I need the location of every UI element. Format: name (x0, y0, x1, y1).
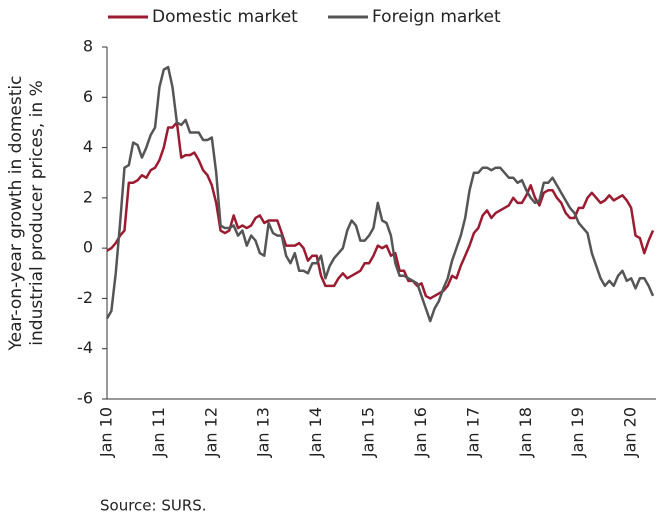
x-tick-label: Jan 13 (254, 407, 273, 458)
x-tick-label: Jan 18 (516, 407, 535, 458)
x-tick-label: Jan 11 (149, 407, 168, 458)
x-tick-label: Jan 19 (568, 407, 587, 458)
y-tick-label: -4 (77, 338, 93, 357)
y-tick-label: -2 (77, 288, 93, 307)
x-tick-label: Jan 16 (411, 407, 430, 458)
y-axis-label: industrial producer prices, in % (27, 80, 47, 345)
line (106, 121, 655, 300)
y-tick-label: 0 (83, 238, 93, 257)
legend-label: Domestic market (152, 7, 298, 27)
y-tick-label: -6 (77, 389, 93, 408)
line (105, 65, 655, 323)
y-tick-label: 4 (83, 137, 93, 156)
x-tick-label: Jan 14 (306, 407, 325, 458)
y-tick-label: 6 (83, 87, 93, 106)
x-tick-label: Jan 12 (201, 407, 220, 458)
x-tick-label: Jan 17 (463, 407, 482, 458)
x-tick-label: Jan 20 (621, 407, 640, 458)
legend-label: Foreign market (372, 7, 501, 27)
x-tick-label: Jan 15 (359, 407, 378, 458)
source: Source: SURS. (100, 497, 207, 515)
x-tick-label: Jan 10 (97, 407, 116, 458)
y-tick-label: 2 (83, 187, 93, 206)
y-axis-label: Year-on-year growth in domestic (6, 76, 26, 352)
y-tick-label: 8 (83, 37, 93, 56)
